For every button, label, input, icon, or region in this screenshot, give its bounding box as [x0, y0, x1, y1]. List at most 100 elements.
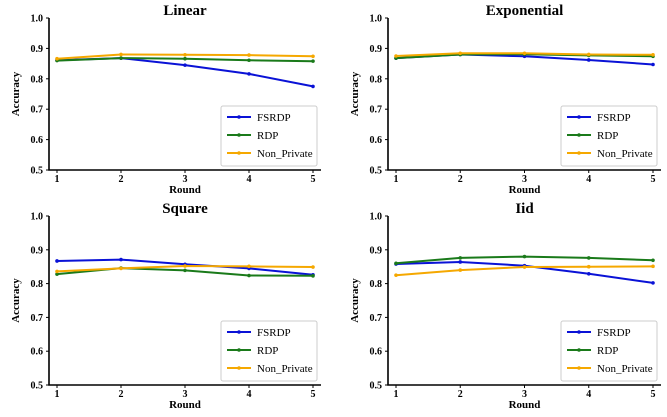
legend-item-non-private: Non_Private [567, 148, 653, 160]
legend-marker [577, 330, 581, 334]
legend-label: Non_Private [257, 148, 313, 160]
legend-label: FSRDP [257, 327, 291, 339]
y-tick-label: 0.7 [370, 105, 383, 116]
series-rdp [55, 56, 315, 63]
series-non-private [55, 264, 315, 274]
data-point-rdp [651, 258, 655, 263]
legend-label: RDP [257, 130, 278, 142]
data-point-rdp [183, 268, 187, 273]
data-point-rdp [247, 273, 251, 278]
data-point-non-private [651, 52, 655, 57]
y-tick-label: 0.5 [31, 381, 44, 392]
chart-title: Square [162, 201, 208, 217]
data-point-non-private [183, 52, 187, 57]
y-tick-label: 1.0 [31, 212, 44, 223]
y-tick-label: 0.5 [370, 166, 383, 177]
data-point-non-private [119, 266, 123, 271]
x-tick-label: 1 [394, 174, 399, 185]
y-tick-label: 0.7 [370, 313, 383, 324]
chart-title: Exponential [486, 3, 564, 19]
x-tick-label: 3 [522, 389, 527, 400]
x-tick-label: 4 [247, 174, 252, 185]
legend-label: FSRDP [597, 112, 631, 124]
y-tick-label: 1.0 [31, 14, 44, 25]
data-point-fsrdp [311, 84, 315, 89]
data-point-non-private [183, 264, 187, 268]
x-tick-label: 2 [119, 174, 124, 185]
legend-item-fsrdp: FSRDP [227, 112, 291, 124]
data-point-non-private [247, 264, 251, 269]
data-point-fsrdp [651, 62, 655, 67]
x-tick-label: 5 [651, 389, 656, 400]
y-tick-label: 0.6 [370, 135, 383, 146]
data-point-non-private [311, 265, 315, 269]
x-axis-label: Round [509, 399, 541, 411]
y-axis-label: Accuracy [349, 278, 361, 323]
data-point-non-private [586, 264, 591, 269]
y-axis-label: Accuracy [10, 278, 22, 323]
y-tick-label: 0.8 [31, 279, 44, 290]
data-point-rdp [522, 254, 527, 259]
data-point-non-private [311, 54, 315, 59]
y-tick-label: 0.9 [370, 245, 383, 256]
data-point-non-private [394, 54, 398, 58]
data-point-fsrdp [119, 257, 123, 262]
legend-label: RDP [257, 345, 278, 357]
data-point-fsrdp [183, 63, 187, 67]
legend-marker [237, 348, 241, 352]
chart-panel-exponential: Exponential 0.5 0.6 0.7 0.8 0.9 1.0 1 2 3 4 5 Round A… [349, 3, 661, 196]
x-tick-label: 2 [458, 174, 463, 185]
legend-item-fsrdp: FSRDP [567, 112, 631, 124]
legend-item-rdp: RDP [227, 345, 278, 357]
chart-title: Linear [163, 3, 207, 19]
x-tick-label: 1 [55, 174, 60, 185]
data-point-non-private [119, 52, 123, 57]
data-point-non-private [55, 269, 59, 274]
legend: FSRDP RDP Non_Private [560, 105, 658, 167]
data-point-rdp [394, 261, 398, 266]
y-tick-label: 0.6 [31, 347, 44, 358]
series-non-private [55, 52, 315, 61]
y-tick-label: 0.6 [370, 347, 383, 358]
legend-label: Non_Private [257, 363, 313, 375]
x-tick-label: 5 [311, 174, 316, 185]
data-point-rdp [311, 274, 315, 278]
y-tick-label: 0.8 [370, 74, 383, 85]
y-tick-label: 0.9 [31, 44, 44, 55]
data-point-non-private [522, 51, 527, 56]
legend-label: Non_Private [597, 363, 653, 375]
legend-marker [577, 133, 581, 137]
legend-label: FSRDP [597, 327, 631, 339]
series-rdp [394, 254, 655, 266]
y-axis-label: Accuracy [10, 71, 22, 116]
legend-marker [237, 366, 241, 370]
y-tick-label: 1.0 [370, 14, 383, 25]
x-axis-label: Round [169, 399, 201, 411]
legend-box [560, 320, 658, 382]
legend-box [220, 105, 318, 167]
legend-box [560, 105, 658, 167]
legend-box [220, 320, 318, 382]
data-point-non-private [522, 265, 527, 269]
legend-marker [577, 366, 581, 370]
x-axis-label: Round [509, 184, 541, 196]
legend: FSRDP RDP Non_Private [560, 320, 658, 382]
x-tick-label: 4 [586, 389, 591, 400]
data-point-rdp [458, 256, 463, 260]
legend-item-rdp: RDP [567, 345, 618, 357]
data-point-non-private [586, 52, 591, 57]
legend-marker [237, 330, 241, 334]
x-tick-label: 2 [119, 389, 124, 400]
legend-marker [237, 115, 241, 119]
legend-item-rdp: RDP [567, 130, 618, 142]
data-point-fsrdp [458, 260, 463, 264]
x-tick-label: 5 [311, 389, 316, 400]
x-tick-label: 5 [651, 174, 656, 185]
legend: FSRDP RDP Non_Private [220, 320, 318, 382]
legend-marker [577, 348, 581, 352]
chart-panel-iid: Iid 0.5 0.6 0.7 0.8 0.9 1.0 1 2 3 4 5 Round Accuracy F… [349, 201, 661, 411]
legend-label: FSRDP [257, 112, 291, 124]
legend-marker [237, 151, 241, 155]
legend-item-rdp: RDP [227, 130, 278, 142]
